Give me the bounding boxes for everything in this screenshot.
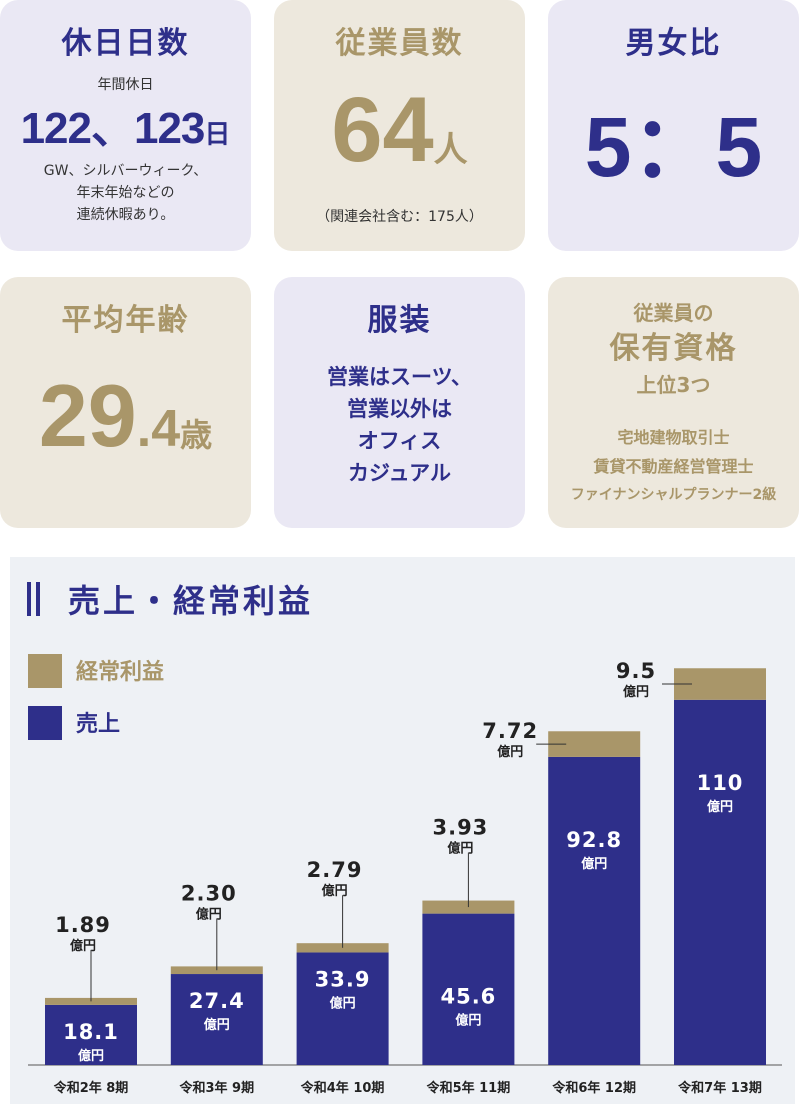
- legend-swatch-profit: [28, 654, 62, 688]
- employees-card: 従業員数 64人 （関連会社含む：175人）: [274, 0, 525, 251]
- sales-value-label: 27.4: [189, 989, 245, 1013]
- sales-unit-label: 億円: [581, 856, 607, 872]
- profit-value-label: 9.5: [616, 659, 656, 683]
- title-marker: [27, 582, 31, 616]
- profit-unit-label: 億円: [623, 684, 649, 700]
- holidays-note-line: 連続休暇あり。: [76, 207, 175, 223]
- quals-items: 宅地建物取引士 賃貸不動産経営管理士 ファイナンシャルプランナー2級: [548, 423, 799, 510]
- quals-title-1: 従業員の: [633, 301, 714, 325]
- dress-line: オフィス: [357, 429, 442, 453]
- category-label: 令和3年 9期: [179, 1080, 254, 1096]
- sales-unit-label: 億円: [707, 799, 733, 815]
- category-label: 令和2年 8期: [54, 1080, 129, 1096]
- quals-item: 賃貸不動産経営管理士: [593, 457, 754, 476]
- age-unit: 歳: [180, 416, 213, 454]
- profit-value-label: 7.72: [482, 719, 538, 743]
- employees-number: 64: [331, 79, 434, 181]
- legend-label-profit: 経常利益: [76, 659, 164, 685]
- holidays-value: 122、123日: [0, 92, 251, 156]
- profit-unit-label: 億円: [196, 906, 222, 922]
- profit-unit-label: 億円: [497, 744, 523, 760]
- legend-label-sales: 売上: [76, 711, 120, 737]
- sales-value-label: 18.1: [63, 1020, 119, 1044]
- profit-value-label: 1.89: [55, 913, 111, 937]
- profit-value-label: 2.79: [307, 858, 363, 882]
- quals-item: 宅地建物取引士: [617, 428, 730, 447]
- employees-value: 64人: [274, 78, 525, 183]
- holidays-card: 休日日数 年間休日 122、123日 GW、シルバーウィーク、 年末年始などの …: [0, 0, 251, 251]
- profit-value-label: 3.93: [432, 816, 488, 840]
- dress-line: 営業以外は: [347, 397, 452, 421]
- gender-title: 男女比: [625, 26, 722, 61]
- quals-title-3: 上位3つ: [636, 373, 711, 397]
- profit-unit-label: 億円: [70, 938, 96, 954]
- dress-title: 服装: [367, 303, 432, 338]
- gender-card: 男女比 5：5: [548, 0, 799, 251]
- sales-unit-label: 億円: [78, 1048, 104, 1064]
- sales-chart-panel: 売上・経常利益 経常利益 売上 18.1 億円 1.89 億円 令和2年 8期 27.4 億…: [10, 557, 795, 1104]
- holidays-number: 122、123: [20, 104, 206, 153]
- age-title: 平均年齢: [61, 303, 190, 338]
- holidays-note-line: GW、シルバーウィーク、: [43, 163, 208, 179]
- sales-value-label: 110: [697, 771, 744, 795]
- employees-unit: 人: [433, 130, 468, 170]
- dress-line: 営業はスーツ、: [327, 365, 472, 389]
- age-number: 29: [38, 366, 137, 465]
- sales-value-label: 92.8: [566, 828, 622, 852]
- gender-value: 5：5: [584, 100, 763, 194]
- profit-value-label: 2.30: [181, 881, 237, 905]
- quals-card: 従業員の 保有資格 上位3つ 宅地建物取引士 賃貸不動産経営管理士 ファイナンシ…: [548, 277, 799, 528]
- holidays-unit: 日: [204, 120, 231, 150]
- category-label: 令和4年 10期: [301, 1080, 385, 1096]
- sales-bar: [422, 913, 515, 1065]
- sales-unit-label: 億円: [455, 1013, 481, 1029]
- sales-unit-label: 億円: [330, 995, 356, 1011]
- chart-title: 売上・経常利益: [68, 582, 313, 620]
- holidays-note-line: 年末年始などの: [76, 185, 175, 201]
- profit-bar: [422, 900, 515, 914]
- profit-bar: [296, 943, 389, 953]
- holidays-note: GW、シルバーウィーク、 年末年始などの 連続休暇あり。: [0, 160, 251, 226]
- category-label: 令和6年 12期: [552, 1080, 636, 1096]
- employees-title: 従業員数: [335, 26, 464, 61]
- sales-bar: [296, 952, 389, 1065]
- category-label: 令和5年 11期: [427, 1080, 511, 1096]
- age-value: 29.4歳: [0, 365, 251, 467]
- age-decimal: .4: [136, 400, 181, 458]
- holidays-sub: 年間休日: [97, 77, 154, 93]
- sales-value-label: 45.6: [440, 985, 496, 1009]
- quals-title-2: 保有資格: [609, 331, 738, 366]
- dress-card: 服装 営業はスーツ、 営業以外は オフィス カジュアル: [274, 277, 525, 528]
- sales-bar: [45, 1004, 137, 1065]
- sales-bar: [548, 756, 641, 1065]
- sales-bar: [170, 974, 263, 1065]
- employees-note: （関連会社含む：175人）: [316, 209, 483, 225]
- sales-unit-label: 億円: [204, 1017, 230, 1033]
- sales-value-label: 33.9: [315, 967, 371, 991]
- legend-swatch-sales: [28, 706, 62, 740]
- dress-lines: 営業はスーツ、 営業以外は オフィス カジュアル: [274, 361, 525, 489]
- profit-unit-label: 億円: [322, 883, 348, 899]
- title-marker: [36, 582, 40, 616]
- quals-item: ファイナンシャルプランナー2級: [570, 487, 777, 503]
- holidays-title: 休日日数: [61, 26, 190, 61]
- age-card: 平均年齢 29.4歳: [0, 277, 251, 528]
- dress-line: カジュアル: [348, 461, 451, 485]
- category-label: 令和7年 13期: [678, 1080, 762, 1096]
- sales-bar: [674, 699, 766, 1065]
- profit-unit-label: 億円: [447, 841, 473, 857]
